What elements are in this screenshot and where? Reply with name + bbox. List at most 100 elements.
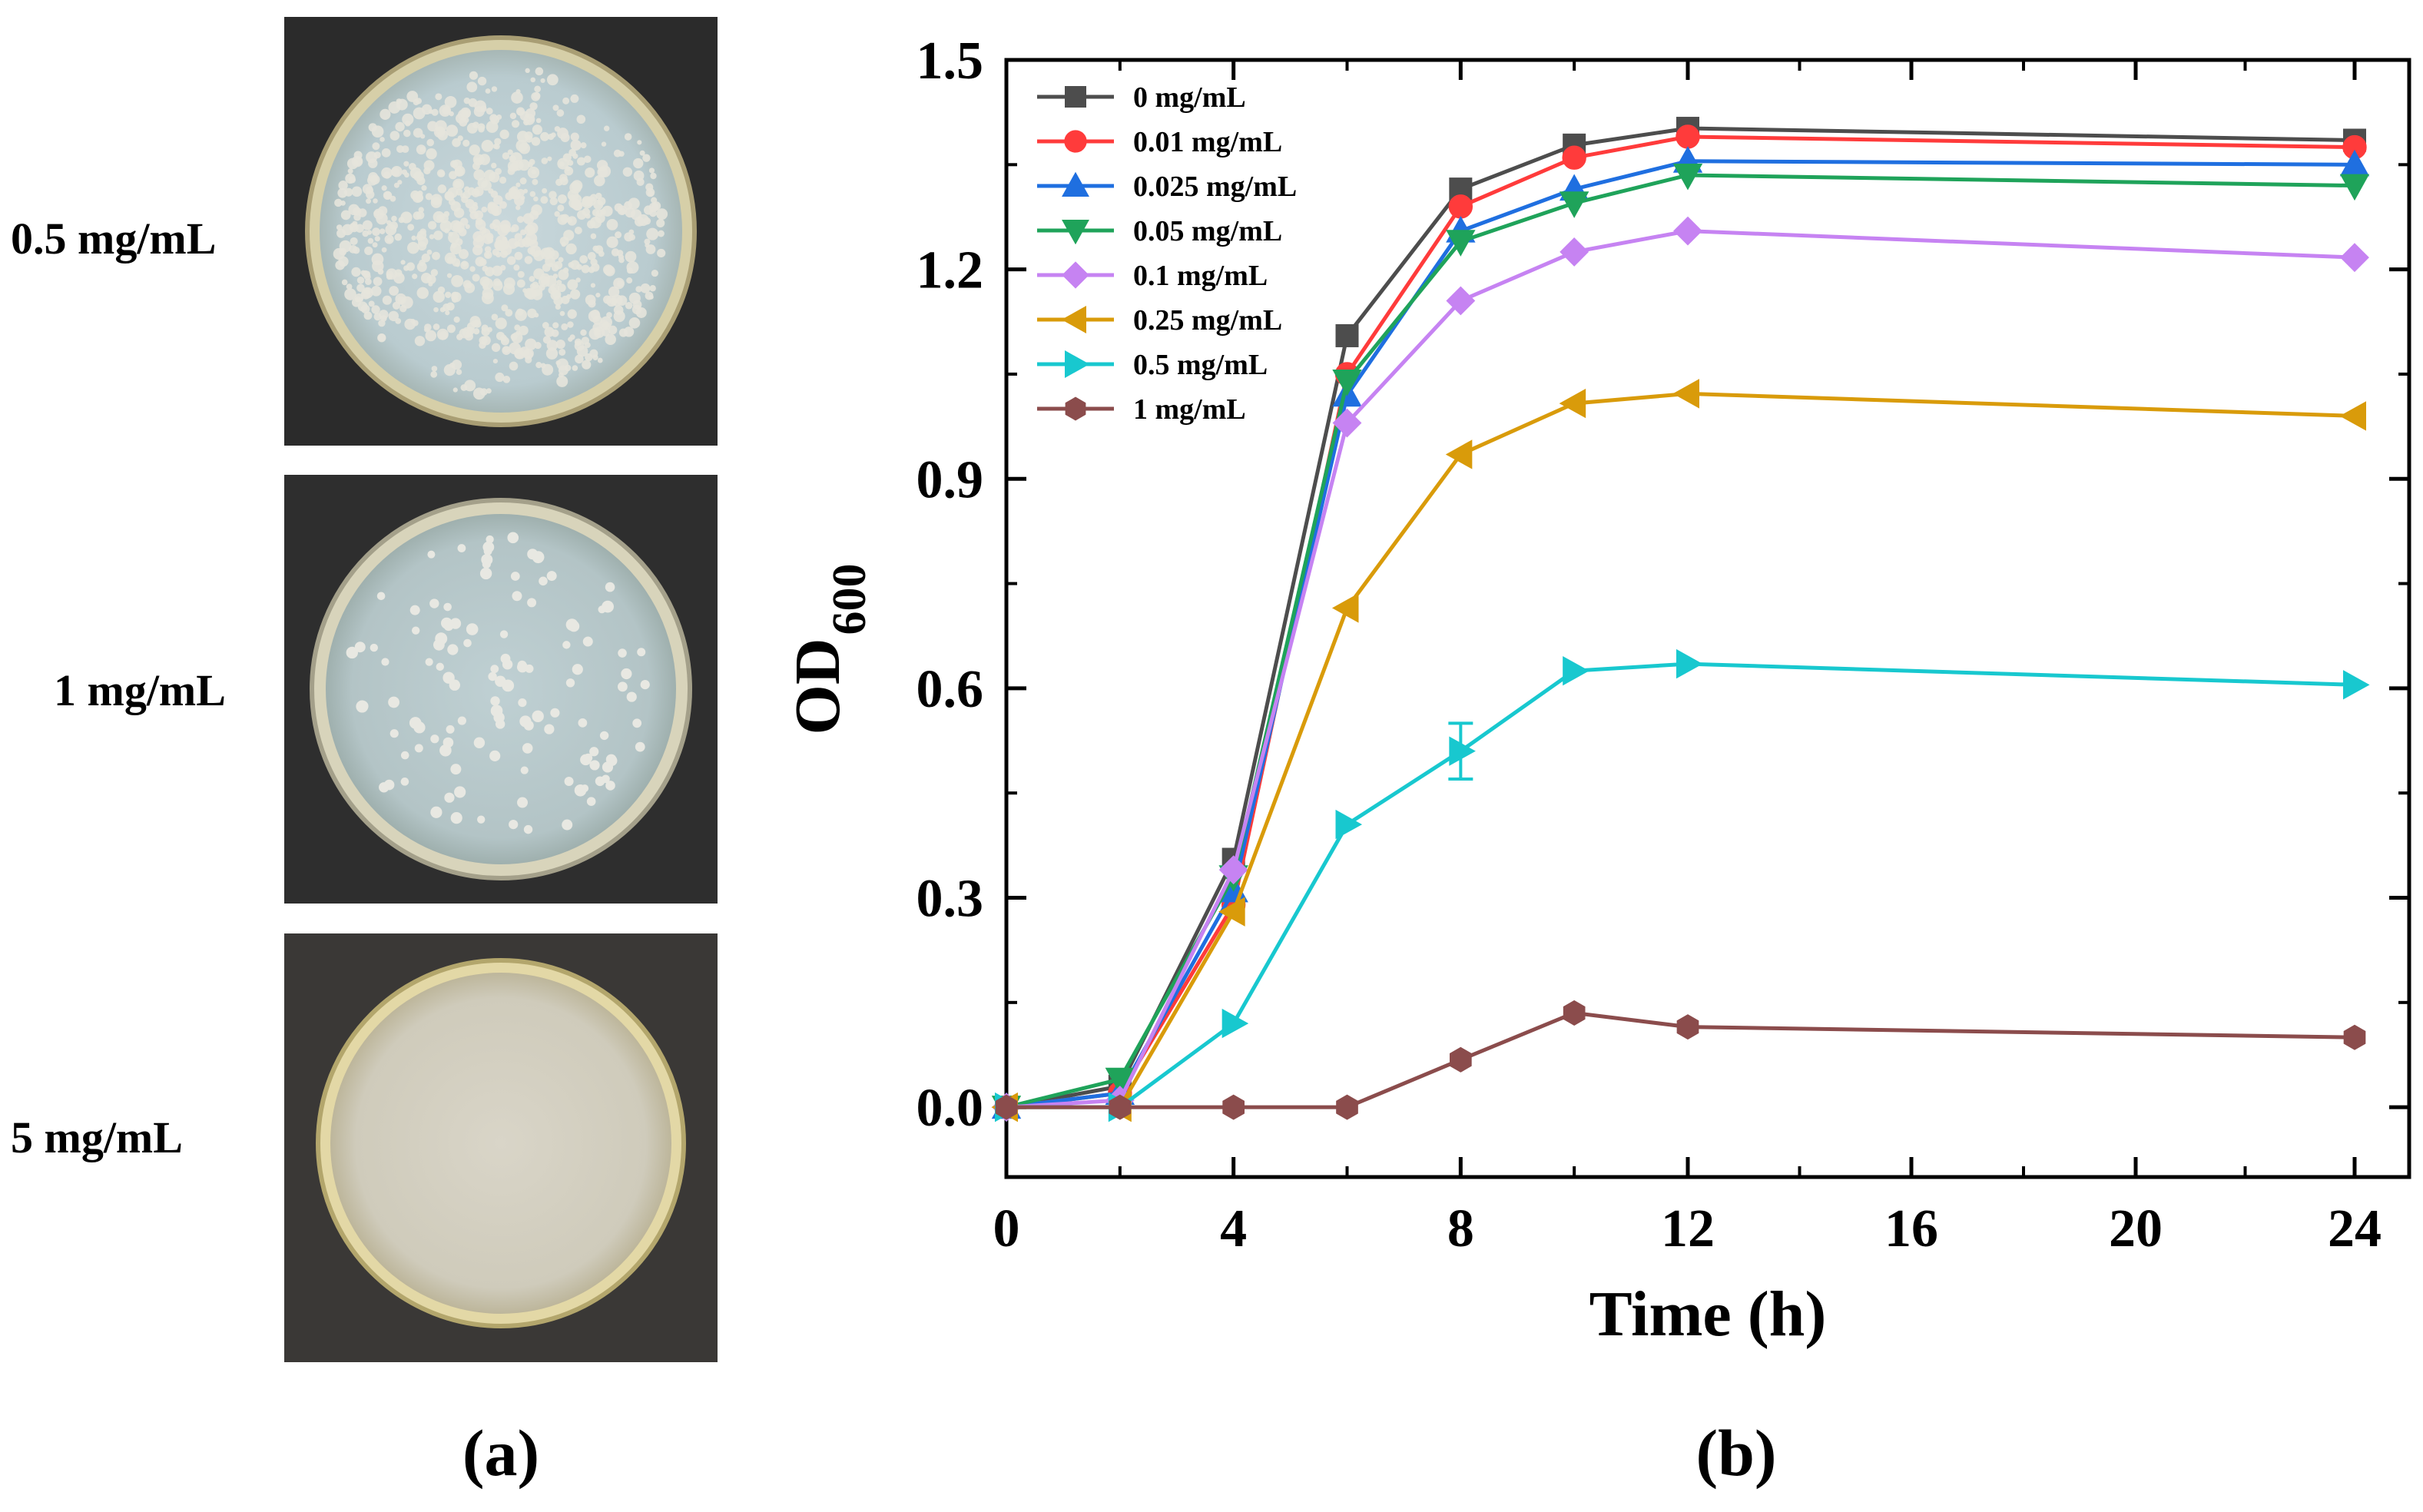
legend-item: 0.25 mg/mL xyxy=(1037,304,1282,337)
series-line xyxy=(1006,159,2355,1109)
data-point xyxy=(1676,648,1703,679)
series-line xyxy=(1006,173,2355,1109)
legend-item: 0.01 mg/mL xyxy=(1037,126,1282,158)
dish-photo-2 xyxy=(284,475,718,904)
legend-marker xyxy=(1064,130,1087,153)
y-axis-title-sub: 600 xyxy=(824,564,876,635)
legend-marker xyxy=(1062,220,1089,245)
series-5 xyxy=(992,216,2369,1122)
series-7 xyxy=(995,648,2370,1122)
legend: 0 mg/mL 0.01 mg/mL 0.025 mg/mL 0.05 mg/mL 0.… xyxy=(1037,81,1297,426)
dish-label-2: 1 mg/mL xyxy=(54,665,226,715)
data-point xyxy=(1332,370,1362,396)
y-tick-label: 1.2 xyxy=(916,241,984,300)
data-point xyxy=(1673,216,1702,246)
data-point xyxy=(2340,243,2369,273)
legend-label: 0.01 mg/mL xyxy=(1133,126,1282,158)
legend-marker xyxy=(1065,350,1090,378)
data-point xyxy=(2343,670,2370,700)
x-tick-label: 4 xyxy=(1220,1199,1247,1258)
data-point xyxy=(1672,163,1703,191)
series-line xyxy=(1006,1010,2355,1109)
data-point xyxy=(1446,286,1476,316)
data-point xyxy=(1563,655,1589,686)
data-point xyxy=(1559,388,1586,419)
dish-label-3: 5 mg/mL xyxy=(11,1112,183,1162)
data-point xyxy=(1222,1094,1245,1120)
series-line xyxy=(1006,662,2355,1109)
data-point xyxy=(1559,191,1589,218)
data-point xyxy=(1560,237,1589,267)
legend-item: 0.025 mg/mL xyxy=(1037,171,1297,203)
data-point xyxy=(1218,897,1245,927)
y-tick-label: 0.6 xyxy=(916,660,984,719)
data-point xyxy=(1221,1008,1249,1039)
dish-photo-1 xyxy=(284,17,718,446)
data-point xyxy=(1448,194,1473,219)
data-point xyxy=(2343,1024,2366,1050)
legend-label: 0.5 mg/mL xyxy=(1133,349,1268,381)
legend-label: 0.1 mg/mL xyxy=(1133,260,1268,292)
legend-item: 1 mg/mL xyxy=(1037,393,1246,426)
y-tick-label: 0.3 xyxy=(916,870,984,929)
legend-item: 0.5 mg/mL xyxy=(1037,349,1268,381)
data-point xyxy=(1218,855,1248,885)
y-axis-title-main: OD xyxy=(782,638,854,735)
data-point xyxy=(1562,145,1586,170)
data-point xyxy=(1335,809,1363,840)
data-point xyxy=(1446,230,1476,257)
series-8 xyxy=(995,1000,2366,1120)
legend-marker xyxy=(1065,396,1086,421)
data-point xyxy=(1449,1046,1472,1073)
x-tick-label: 8 xyxy=(1447,1199,1474,1258)
series-layer xyxy=(991,117,2370,1122)
legend-item: 0.05 mg/mL xyxy=(1037,215,1282,247)
data-point xyxy=(1109,1094,1132,1120)
dish-label-1: 0.5 mg/mL xyxy=(11,214,216,264)
data-point xyxy=(995,1094,1018,1120)
x-axis-title: Time (h) xyxy=(1589,1278,1827,1350)
legend-marker xyxy=(1062,171,1089,197)
data-point xyxy=(1336,1094,1358,1120)
y-tick-label: 0.0 xyxy=(916,1079,984,1138)
series-6 xyxy=(991,379,2366,1122)
series-line xyxy=(1006,229,2355,1109)
data-point xyxy=(2339,174,2370,201)
plot-frame xyxy=(1004,58,2411,1179)
y-tick-labels: 0.0 0.3 0.6 0.9 1.2 1.5 xyxy=(916,32,984,1138)
axis-ticks xyxy=(1004,58,2409,1177)
error-bar xyxy=(1448,721,1473,781)
colony-cluster-sparse xyxy=(346,532,650,834)
series-line xyxy=(1006,391,2355,1109)
data-point xyxy=(1332,408,1362,438)
data-point xyxy=(2339,401,2366,431)
x-tick-label: 24 xyxy=(2328,1199,2382,1258)
legend-label: 0.025 mg/mL xyxy=(1133,171,1297,203)
x-tick-label: 16 xyxy=(1884,1199,1938,1258)
dish-photo-3 xyxy=(284,933,718,1362)
x-tick-label: 0 xyxy=(993,1199,1020,1258)
panel-b: 0 4 8 12 16 20 24 0.0 0.3 0.6 0.9 1.2 1.5 0 mg/mL 0.… xyxy=(782,32,2411,1490)
y-tick-label: 0.9 xyxy=(916,450,984,509)
data-point xyxy=(1676,1014,1699,1040)
data-point xyxy=(1563,1000,1586,1026)
data-point xyxy=(1335,323,1359,347)
legend-label: 0.05 mg/mL xyxy=(1133,215,1282,247)
colony-cluster-dense xyxy=(333,67,668,400)
panel-label-b: (b) xyxy=(1695,1416,1776,1490)
data-point xyxy=(1105,1067,1135,1095)
y-tick-label: 1.5 xyxy=(916,32,984,91)
legend-marker xyxy=(1062,261,1089,289)
legend-marker xyxy=(1061,306,1086,333)
data-point xyxy=(1676,124,1700,149)
legend-label: 1 mg/mL xyxy=(1133,393,1246,426)
panel-a: 0.5 mg/mL 1 mg/mL 5 mg/mL (a) xyxy=(11,17,718,1490)
legend-label: 0 mg/mL xyxy=(1133,81,1246,114)
data-point xyxy=(1672,379,1699,409)
x-tick-label: 20 xyxy=(2109,1199,2163,1258)
data-point xyxy=(1331,593,1359,623)
x-tick-labels: 0 4 8 12 16 20 24 xyxy=(993,1199,2382,1258)
svg-text:OD 600: OD 600 xyxy=(782,564,876,735)
legend-marker xyxy=(1065,86,1086,108)
